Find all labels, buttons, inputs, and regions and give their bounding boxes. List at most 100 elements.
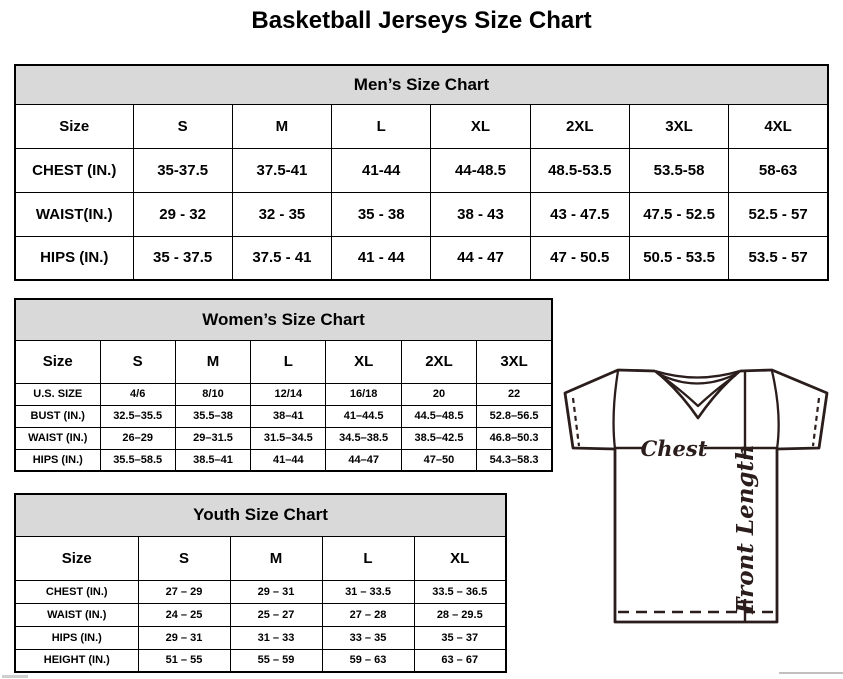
size-value-cell: 35 – 37: [413, 625, 507, 650]
table-row: U.S. SIZE 4/6 8/10 12/14 16/18 20 22: [14, 382, 553, 406]
column-header: XL: [413, 535, 507, 581]
table-row: WAIST (IN.) 24 – 25 25 – 27 27 – 28 28 – 29.…: [14, 602, 507, 627]
table-row: HIPS (IN.) 35.5–58.5 38.5–41 41–44 44–47 47–5…: [14, 448, 553, 472]
scrollbar-fragment-left[interactable]: [2, 675, 28, 678]
size-value-cell: 27 – 29: [137, 579, 231, 604]
table-row: CHEST (IN.) 35-37.5 37.5-41 41-44 44-48.5 48.…: [14, 147, 829, 193]
size-value-cell: 55 – 59: [229, 648, 323, 673]
column-header: XL: [430, 103, 531, 149]
size-value-cell: 32.5–35.5: [99, 404, 176, 428]
column-header: M: [231, 103, 333, 149]
size-value-cell: 47 - 50.5: [529, 235, 630, 281]
column-header: L: [331, 103, 432, 149]
size-value-cell: 28 – 29.5: [413, 602, 507, 627]
size-value-cell: 47.5 - 52.5: [628, 191, 730, 237]
size-value-cell: 47–50: [400, 448, 478, 472]
row-label: HEIGHT (IN.): [14, 648, 139, 673]
size-value-cell: 41–44: [250, 448, 327, 472]
size-value-cell: 25 – 27: [229, 602, 323, 627]
size-value-cell: 50.5 - 53.5: [628, 235, 730, 281]
table-row: HIPS (IN.) 35 - 37.5 37.5 - 41 41 - 44 44 - …: [14, 235, 829, 281]
size-value-cell: 46.8–50.3: [476, 426, 553, 450]
table-row: BUST (IN.) 32.5–35.5 35.5–38 38–41 41–44.5 44…: [14, 404, 553, 428]
size-value-cell: 38–41: [250, 404, 327, 428]
size-value-cell: 32 - 35: [231, 191, 333, 237]
row-label: HIPS (IN.): [14, 235, 134, 281]
armhole-seam-right: [770, 370, 780, 450]
youth-table-title: Youth Size Chart: [14, 493, 507, 537]
column-header: XL: [325, 339, 402, 384]
size-value-cell: 8/10: [174, 382, 252, 406]
column-header: L: [321, 535, 415, 581]
column-header: S: [99, 339, 176, 384]
size-value-cell: 38.5–41: [174, 448, 252, 472]
table-row: WAIST (IN.) 26–29 29–31.5 31.5–34.5 34.5–38.…: [14, 426, 553, 450]
size-value-cell: 44–47: [325, 448, 402, 472]
size-value-cell: 31 – 33.5: [321, 579, 415, 604]
size-value-cell: 29 – 31: [137, 625, 231, 650]
size-value-cell: 26–29: [99, 426, 176, 450]
front-length-line: [737, 371, 753, 622]
column-header: M: [229, 535, 323, 581]
size-value-cell: 29 - 32: [132, 191, 233, 237]
jersey-outline: [563, 368, 829, 624]
size-value-cell: 35-37.5: [132, 147, 233, 193]
size-value-cell: 16/18: [325, 382, 402, 406]
size-value-cell: 22: [476, 382, 553, 406]
size-value-cell: 4/6: [99, 382, 176, 406]
size-value-cell: 29–31.5: [174, 426, 252, 450]
row-label: HIPS (IN.): [14, 448, 101, 472]
size-value-cell: 37.5 - 41: [231, 235, 333, 281]
women-table-title: Women’s Size Chart: [14, 298, 553, 341]
row-label: HIPS (IN.): [14, 625, 139, 650]
row-label: CHEST (IN.): [14, 147, 134, 193]
size-value-cell: 20: [400, 382, 478, 406]
column-header: L: [250, 339, 327, 384]
size-value-cell: 31.5–34.5: [250, 426, 327, 450]
column-header: 4XL: [728, 103, 829, 149]
size-value-cell: 53.5 - 57: [728, 235, 829, 281]
size-value-cell: 44-48.5: [430, 147, 531, 193]
table-row: HIPS (IN.) 29 – 31 31 – 33 33 – 35 35 – 37: [14, 625, 507, 650]
table-row: CHEST (IN.) 27 – 29 29 – 31 31 – 33.5 33.5 –…: [14, 579, 507, 604]
size-value-cell: 38 - 43: [430, 191, 531, 237]
cuff-dashed-line-left: [571, 397, 581, 447]
size-value-cell: 53.5-58: [628, 147, 730, 193]
column-header: 3XL: [476, 339, 553, 384]
column-header: 2XL: [400, 339, 478, 384]
collar-back-arc-1: [654, 369, 741, 379]
size-value-cell: 37.5-41: [231, 147, 333, 193]
youth-size-chart-table: Youth Size Chart Size S M L XL CHEST (IN.) 27 –…: [14, 493, 507, 673]
size-value-cell: 41 - 44: [331, 235, 432, 281]
womens-size-chart-table: Women’s Size Chart Size S M L XL 2XL 3XL U.S. SI…: [14, 298, 553, 472]
column-header: 3XL: [628, 103, 730, 149]
column-header: Size: [14, 339, 101, 384]
column-header: Size: [14, 103, 134, 149]
size-value-cell: 44.5–48.5: [400, 404, 478, 428]
column-header: 2XL: [529, 103, 630, 149]
size-value-cell: 33.5 – 36.5: [413, 579, 507, 604]
size-value-cell: 35.5–38: [174, 404, 252, 428]
size-value-cell: 27 – 28: [321, 602, 415, 627]
size-value-cell: 33 – 35: [321, 625, 415, 650]
column-header: M: [174, 339, 252, 384]
size-value-cell: 41-44: [331, 147, 432, 193]
size-value-cell: 29 – 31: [229, 579, 323, 604]
men-table-title: Men’s Size Chart: [14, 64, 829, 105]
size-value-cell: 35 - 38: [331, 191, 432, 237]
size-value-cell: 44 - 47: [430, 235, 531, 281]
scrollbar-fragment-right[interactable]: [779, 672, 843, 674]
front-length-label: Front Length: [732, 444, 759, 615]
cuff-dashed-line-right: [811, 397, 821, 447]
row-label: CHEST (IN.): [14, 579, 139, 604]
size-value-cell: 38.5–42.5: [400, 426, 478, 450]
size-value-cell: 58-63: [728, 147, 829, 193]
size-value-cell: 41–44.5: [325, 404, 402, 428]
size-value-cell: 59 – 63: [321, 648, 415, 673]
size-value-cell: 48.5-53.5: [529, 147, 630, 193]
header-row: Size S M L XL: [14, 535, 507, 581]
row-label: BUST (IN.): [14, 404, 101, 428]
size-value-cell: 54.3–58.3: [476, 448, 553, 472]
page-title: Basketball Jerseys Size Chart: [251, 7, 592, 34]
